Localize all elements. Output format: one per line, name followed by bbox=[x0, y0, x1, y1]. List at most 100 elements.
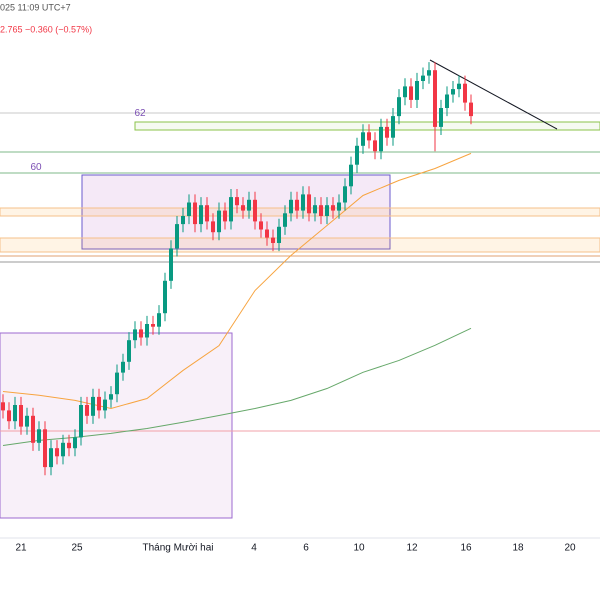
candle-body bbox=[43, 429, 47, 468]
candle-body bbox=[163, 280, 167, 314]
candle-body bbox=[175, 224, 179, 249]
candle-body bbox=[223, 210, 227, 222]
plot: 62 60 21 25 Tháng Mười hai 4 6 10 12 16 18 20 bbox=[1, 62, 576, 554]
candle-body bbox=[85, 405, 89, 416]
candle-body bbox=[247, 199, 251, 211]
candle-body bbox=[109, 394, 113, 400]
x-tick-label: 20 bbox=[564, 543, 576, 554]
x-tick-label: Tháng Mười hai bbox=[142, 543, 213, 554]
candle-body bbox=[253, 199, 257, 222]
x-tick-label: 21 bbox=[15, 543, 27, 554]
candle-body bbox=[19, 405, 23, 427]
candle-body bbox=[25, 415, 29, 427]
trend-line bbox=[429, 59, 558, 130]
candle-body bbox=[391, 116, 395, 138]
candle-body bbox=[457, 83, 461, 90]
candle-body bbox=[157, 313, 161, 327]
candle-body bbox=[31, 415, 35, 443]
candle-body bbox=[319, 205, 323, 216]
candle-body bbox=[397, 97, 401, 117]
candle-body bbox=[139, 329, 143, 338]
header-time: 025 11:09 UTC+7 bbox=[0, 2, 71, 12]
candle-body bbox=[337, 202, 341, 211]
candle-body bbox=[115, 372, 119, 395]
x-tick-label: 10 bbox=[353, 543, 365, 554]
candle-body bbox=[241, 205, 245, 211]
candle-body bbox=[331, 205, 335, 211]
candle-body bbox=[283, 213, 287, 227]
candle-body bbox=[277, 226, 281, 243]
candle-body bbox=[295, 199, 299, 211]
candle-body bbox=[415, 81, 419, 100]
candle-body bbox=[403, 86, 407, 98]
candle-body bbox=[385, 126, 389, 138]
candle-body bbox=[79, 405, 83, 438]
candle-body bbox=[271, 237, 275, 243]
candle-body bbox=[451, 89, 455, 95]
candle-body bbox=[367, 132, 371, 141]
candle-body bbox=[199, 205, 203, 225]
candle-body bbox=[37, 429, 41, 443]
candle-body bbox=[289, 199, 293, 214]
candle-body bbox=[211, 221, 215, 233]
candle-body bbox=[151, 324, 155, 327]
header-quote: 2.765 −0.360 (−0.57%) bbox=[0, 24, 92, 34]
candle-body bbox=[439, 108, 443, 127]
candle-body bbox=[433, 70, 437, 127]
candle-body bbox=[217, 210, 221, 233]
candle-body bbox=[127, 340, 131, 362]
level-label: 62 bbox=[134, 108, 146, 119]
candle-body bbox=[169, 248, 173, 281]
candle-body bbox=[145, 324, 149, 338]
candle-body bbox=[325, 205, 329, 216]
candle-body bbox=[445, 94, 449, 108]
x-tick-label: 12 bbox=[406, 543, 418, 554]
candle-body bbox=[205, 205, 209, 222]
candle-body bbox=[265, 229, 269, 238]
level-band bbox=[0, 237, 600, 253]
candle-body bbox=[67, 442, 71, 449]
level-band bbox=[0, 207, 600, 217]
candle-body bbox=[427, 70, 431, 76]
candle-body bbox=[133, 329, 137, 341]
level-band bbox=[134, 121, 600, 131]
candle-body bbox=[379, 126, 383, 152]
x-tick-label: 4 bbox=[251, 543, 257, 554]
candle-body bbox=[307, 194, 311, 214]
candle-body bbox=[421, 75, 425, 81]
candle-body bbox=[355, 145, 359, 165]
candle-body bbox=[91, 396, 95, 416]
candle-body bbox=[7, 410, 11, 422]
x-tick-label: 16 bbox=[460, 543, 472, 554]
level-label: 60 bbox=[30, 162, 42, 173]
candle-body bbox=[121, 361, 125, 373]
candle-body bbox=[1, 402, 5, 411]
candle-body bbox=[97, 396, 101, 411]
candle-body bbox=[463, 83, 467, 103]
candle-body bbox=[301, 194, 305, 211]
candle-body bbox=[409, 86, 413, 100]
candle-body bbox=[61, 442, 65, 457]
x-tick-label: 18 bbox=[512, 543, 524, 554]
candle-body bbox=[259, 221, 263, 230]
candle-body bbox=[235, 197, 239, 206]
candle-body bbox=[55, 448, 59, 457]
candle-body bbox=[73, 437, 77, 449]
candle-body bbox=[361, 132, 365, 146]
candle-body bbox=[229, 197, 233, 222]
candle-body bbox=[103, 399, 107, 411]
candle-body bbox=[13, 405, 17, 422]
candle-body bbox=[187, 202, 191, 216]
candle-body bbox=[349, 164, 353, 187]
x-tick-label: 25 bbox=[71, 543, 83, 554]
candle-body bbox=[343, 186, 347, 203]
candle-body bbox=[469, 102, 473, 117]
candle-body bbox=[181, 216, 185, 225]
candle-body bbox=[193, 202, 197, 225]
candle-body bbox=[49, 448, 53, 468]
x-tick-label: 6 bbox=[303, 543, 309, 554]
candle-body bbox=[313, 205, 317, 214]
candle-body bbox=[373, 140, 377, 152]
